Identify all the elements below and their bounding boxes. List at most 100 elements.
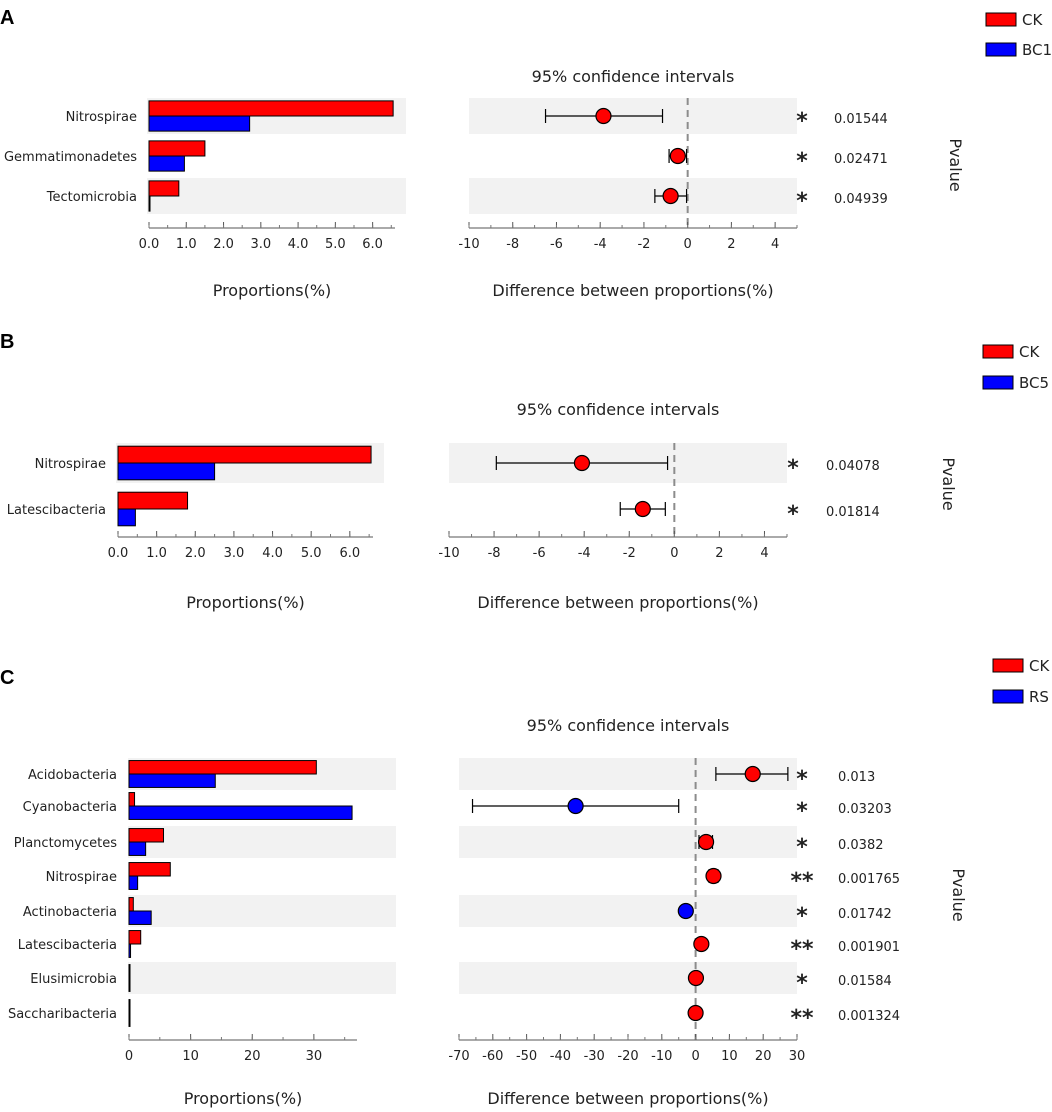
bar-ck bbox=[118, 446, 371, 463]
bar-bc5 bbox=[118, 509, 135, 526]
category-label: Actinobacteria bbox=[23, 905, 117, 920]
ci-point bbox=[568, 799, 583, 814]
legend-swatch-ck bbox=[993, 659, 1023, 672]
prop-tick-label: 6.0 bbox=[362, 237, 383, 252]
row-band bbox=[459, 962, 797, 994]
bar-bc1 bbox=[149, 156, 184, 171]
prop-tick-label: 0 bbox=[125, 1049, 133, 1064]
legend-swatch-rs bbox=[993, 690, 1023, 703]
ci-tick-label: -10 bbox=[438, 546, 459, 561]
legend-label: BC1 bbox=[1022, 41, 1052, 59]
prop-tick-label: 0.0 bbox=[139, 237, 160, 252]
ci-tick-label: -10 bbox=[651, 1049, 672, 1064]
ci-tick-label: 10 bbox=[721, 1049, 738, 1064]
bar-ck bbox=[129, 863, 170, 876]
bar-ck bbox=[149, 101, 393, 116]
ci-point bbox=[635, 502, 650, 517]
prop-axis-title: Proportions(%) bbox=[186, 593, 305, 612]
ci-point bbox=[699, 835, 714, 850]
figure: A CKBC1NitrospiraeGemmatimonadetesTectomi… bbox=[0, 0, 1052, 1112]
pvalue-axis-title: Pvalue bbox=[949, 868, 968, 921]
significance-star: * bbox=[796, 189, 808, 214]
ci-tick-label: -8 bbox=[488, 546, 501, 561]
ci-tick-label: 0 bbox=[684, 237, 692, 252]
row-band bbox=[469, 178, 797, 214]
pvalue-label: 0.03203 bbox=[838, 802, 892, 817]
pvalue-label: 0.0382 bbox=[838, 838, 884, 853]
category-label: Gemmatimonadetes bbox=[4, 150, 137, 165]
pvalue-label: 0.01584 bbox=[838, 974, 892, 989]
prop-axis-title: Proportions(%) bbox=[184, 1089, 303, 1108]
panel-b: B CK BC5 Nitrospirae Latescibacteria 0.0 1.0 2.… bbox=[0, 331, 1049, 612]
legend-swatch-bc1 bbox=[986, 43, 1016, 56]
bar-ck bbox=[129, 829, 164, 842]
row-band bbox=[128, 826, 396, 858]
ci-point bbox=[596, 109, 611, 124]
bar-ck bbox=[129, 1000, 130, 1013]
ci-tick-label: -4 bbox=[578, 546, 591, 561]
ci-tick-label: 0 bbox=[670, 546, 678, 561]
bar-ck bbox=[129, 761, 316, 774]
ci-tick-label: 30 bbox=[789, 1049, 806, 1064]
ci-point bbox=[694, 937, 709, 952]
prop-tick-label: 2.0 bbox=[213, 237, 234, 252]
bar-ck bbox=[118, 492, 188, 509]
row-band bbox=[128, 895, 396, 927]
bar-ck bbox=[149, 181, 179, 196]
category-label: Cyanobacteria bbox=[23, 800, 117, 815]
ci-point bbox=[745, 767, 760, 782]
ci-axis-title: Difference between proportions(%) bbox=[477, 593, 758, 612]
category-label: Latescibacteria bbox=[7, 503, 106, 518]
ci-tick-label: 4 bbox=[771, 237, 779, 252]
ci-axis-title: Difference between proportions(%) bbox=[492, 281, 773, 300]
significance-star: * bbox=[796, 767, 808, 792]
pvalue-label: 0.01742 bbox=[838, 907, 892, 922]
prop-tick-label: 4.0 bbox=[288, 237, 309, 252]
pvalue-label: 0.04939 bbox=[834, 192, 888, 207]
bar-bc1 bbox=[149, 116, 250, 131]
ci-tick-label: -8 bbox=[506, 237, 519, 252]
category-label: Elusimicrobia bbox=[30, 972, 117, 987]
pvalue-label: 0.001324 bbox=[838, 1009, 900, 1024]
ci-tick-label: 2 bbox=[715, 546, 723, 561]
row-band bbox=[459, 826, 797, 858]
legend-label: CK bbox=[1019, 343, 1040, 361]
ci-tick-label: 4 bbox=[760, 546, 768, 561]
bar-ck bbox=[149, 141, 205, 156]
ci-point bbox=[670, 149, 685, 164]
panel-letter: C bbox=[0, 667, 14, 689]
bar-rs bbox=[129, 774, 215, 787]
pvalue-axis-title: Pvalue bbox=[939, 457, 958, 510]
ci-tick-label: -60 bbox=[482, 1049, 503, 1064]
bar-bc1 bbox=[149, 196, 150, 211]
category-label: Nitrospirae bbox=[35, 457, 106, 472]
ci-tick-label: -50 bbox=[516, 1049, 537, 1064]
ci-tick-label: -2 bbox=[623, 546, 636, 561]
legend-swatch-ck bbox=[986, 13, 1016, 26]
category-label: Saccharibacteria bbox=[8, 1007, 117, 1022]
pvalue-axis-title: Pvalue bbox=[946, 138, 965, 191]
pvalue-label: 0.01814 bbox=[826, 505, 880, 520]
bar-rs bbox=[129, 1013, 130, 1026]
bar-ck bbox=[129, 793, 135, 806]
ci-tick-label: -2 bbox=[637, 237, 650, 252]
bar-rs bbox=[129, 944, 131, 957]
significance-star: ** bbox=[790, 869, 814, 894]
category-label: Nitrospirae bbox=[66, 110, 137, 125]
significance-star: * bbox=[796, 149, 808, 174]
bar-ck bbox=[129, 898, 133, 911]
ci-tick-label: 0 bbox=[691, 1049, 699, 1064]
category-label: Planctomycetes bbox=[14, 836, 117, 851]
legend-label: RS bbox=[1029, 688, 1049, 706]
significance-star: * bbox=[787, 456, 799, 481]
legend-swatch-ck bbox=[983, 345, 1013, 358]
bar-rs bbox=[129, 806, 352, 819]
ci-point bbox=[663, 189, 678, 204]
bar-ck bbox=[129, 931, 141, 944]
legend-swatch-bc5 bbox=[983, 376, 1013, 389]
pvalue-label: 0.013 bbox=[838, 770, 875, 785]
legend-label: CK bbox=[1029, 657, 1050, 675]
pvalue-label: 0.001901 bbox=[838, 940, 900, 955]
prop-tick-label: 30 bbox=[306, 1049, 323, 1064]
significance-star: ** bbox=[790, 1006, 814, 1031]
